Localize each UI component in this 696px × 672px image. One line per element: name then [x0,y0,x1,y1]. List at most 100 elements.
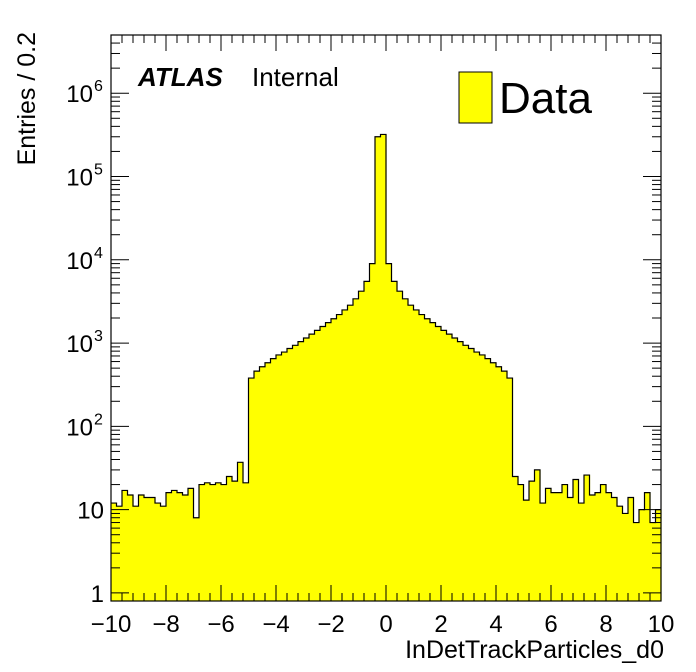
histogram-bin [408,305,415,601]
histogram-bin [413,309,420,601]
histogram-bin [122,490,129,601]
y-tick-label: 10 [66,414,93,441]
histogram-bin [171,490,178,601]
histogram-bin [320,326,327,601]
y-tick-label: 10 [66,331,93,358]
histogram-bin [435,326,442,601]
histogram-bin [452,338,459,601]
x-tick-label: 4 [489,611,502,638]
histogram-bin [540,503,547,601]
histogram-bin [314,330,321,601]
x-tick-label: 8 [599,611,612,638]
histogram-outline [111,133,661,524]
histogram-bin [490,362,497,601]
histogram-bin [595,492,602,601]
histogram-bin [364,281,371,601]
histogram-bin [650,522,657,601]
x-axis-ticks: −10 −8 −6 −4 −2 0 2 4 6 8 10 [91,35,675,638]
histogram-bin [331,318,338,601]
histogram-bin [617,506,624,601]
histogram-bin [419,314,426,601]
histogram-bin [600,484,607,601]
histogram-bin [430,322,437,601]
histogram-bin [155,503,162,601]
y-tick-exponent: 4 [94,245,103,262]
histogram-bin [265,362,272,601]
histogram-bin [210,484,217,601]
histogram-bin [182,494,189,601]
histogram-bin [221,484,228,601]
histogram-bin [644,492,651,601]
histogram-bin [144,497,151,601]
histogram-bin [347,305,354,601]
histogram-bin [545,488,552,601]
x-tick-label: 0 [379,611,392,638]
histogram-bin [111,503,118,601]
histogram-bars [111,134,662,602]
legend-entry-data: Data [499,74,592,123]
histogram-bin [622,513,629,601]
histogram-bin [303,338,310,601]
histogram-bin [441,330,448,601]
y-tick-exponent: 2 [94,411,103,428]
histogram-bin [193,517,200,601]
histogram-bin [199,484,206,601]
histogram-bin [380,134,387,601]
histogram-bin [485,358,492,601]
histogram-bin [468,348,475,601]
histogram-bin [226,476,233,601]
x-tick-label: −8 [152,611,179,638]
histogram-bin [611,497,618,601]
x-tick-label: −2 [317,611,344,638]
histogram-bin [512,476,519,601]
histogram-bin [655,509,662,601]
histogram-bin [353,298,360,601]
histogram-bin [281,352,288,601]
histogram-bin [397,291,404,601]
histogram-bin [534,469,541,601]
x-tick-label: 2 [434,611,447,638]
histogram-bin [424,318,431,601]
histogram-bin [287,348,294,601]
histogram-bin [457,341,464,601]
histogram-bin [386,263,393,601]
histogram-bin [166,492,173,601]
x-axis-label: InDetTrackParticles_d0 [405,636,664,664]
x-tick-label: 10 [648,611,675,638]
histogram-bin [254,371,261,601]
legend: Data [458,71,592,124]
histogram-bin [556,492,563,601]
histogram-bin [369,263,376,601]
histogram-bin [325,322,332,601]
histogram-bin [518,484,525,601]
legend-swatch [458,71,493,124]
y-tick-exponent: 3 [94,328,103,345]
histogram-bin [259,366,266,601]
y-tick-label: 1 [91,581,104,608]
histogram-bin [215,482,222,601]
histogram-bin [501,371,508,601]
histogram-bin [578,503,585,601]
histogram-bin [309,334,316,601]
histogram-bin [232,481,239,601]
histogram-bin [496,366,503,601]
histogram-bin [507,378,514,601]
histogram-bin [391,281,398,601]
y-axis-label: Entries / 0.2 [13,32,41,165]
x-tick-label: −4 [262,611,289,638]
histogram-bin [639,509,646,601]
experiment-label: ATLAS [137,62,223,92]
y-tick-label: 10 [77,498,104,525]
histogram-bin [567,497,574,601]
histogram-bin [375,136,382,602]
histogram-bin [628,497,635,601]
histogram-bin [248,378,255,601]
y-tick-exponent: 5 [94,162,103,179]
histogram-bin [336,314,343,601]
status-label: Internal [252,62,339,92]
histogram-bin [127,494,134,601]
histogram-bin [276,354,283,601]
x-tick-label: −10 [91,611,132,638]
